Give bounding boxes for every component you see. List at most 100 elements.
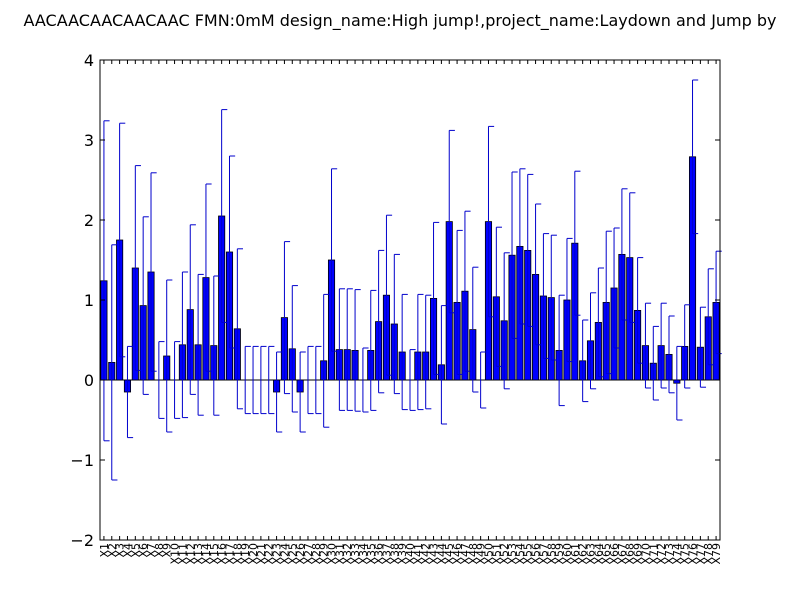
error-bar: [268, 345, 275, 415]
error-bar: [660, 302, 667, 389]
y-tick-label: 1: [84, 291, 94, 310]
error-bar: [189, 224, 196, 395]
x-tick-label: X12: [184, 543, 197, 565]
x-tick-label: X3: [114, 543, 127, 558]
error-bar: [644, 302, 652, 389]
error-bar: [244, 345, 251, 415]
error-bar: [315, 345, 322, 415]
error-bar: [464, 210, 471, 372]
x-tick-label: X5: [129, 543, 142, 558]
error-bar: [228, 155, 236, 349]
x-tick-label: X53: [506, 543, 519, 565]
error-bar: [291, 285, 298, 413]
x-tick-label: X11: [176, 543, 189, 565]
x-tick-label: X39: [396, 543, 409, 565]
chart-title: AACAACAACAACAAC FMN:0mM design_name:High…: [23, 11, 776, 31]
y-axis: −2 −1 0 1 2 3 4: [70, 51, 720, 550]
x-tick-label: X45: [443, 543, 456, 565]
x-tick-label: X17: [223, 543, 236, 565]
error-bar: [456, 229, 463, 375]
error-bar: [181, 271, 189, 419]
x-tick-label: X2: [106, 543, 119, 558]
x-tick-label: X64: [592, 543, 605, 565]
error-bar: [338, 288, 346, 411]
error-bar: [111, 244, 118, 481]
x-tick-label: X4: [121, 543, 134, 558]
error-bar: [307, 345, 314, 415]
error-bar: [629, 192, 636, 323]
x-tick-label: X41: [412, 543, 425, 565]
x-tick-label: X36: [373, 543, 386, 565]
x-tick-label: X78: [702, 543, 715, 565]
error-bar: [440, 305, 448, 425]
error-bar: [582, 319, 589, 403]
error-bar: [323, 293, 330, 428]
error-bar: [393, 253, 400, 395]
x-tick-label: X75: [679, 543, 692, 565]
x-tick-label: X1: [98, 543, 111, 558]
error-bar: [519, 168, 526, 325]
x-tick-label: X55: [522, 543, 535, 565]
error-bar: [503, 252, 510, 390]
error-bar: [527, 173, 534, 327]
error-bar: [448, 129, 455, 314]
error-bar: [174, 341, 181, 419]
error-bar: [433, 221, 440, 375]
x-tick-label: X47: [459, 543, 472, 565]
x-tick-label: X68: [624, 543, 637, 565]
error-bar: [150, 172, 157, 372]
x-tick-label: X76: [687, 543, 700, 565]
x-tick-label: X30: [326, 543, 339, 565]
x-tick-label: X16: [216, 543, 229, 565]
y-tick-label: −1: [70, 451, 94, 470]
error-bar: [480, 351, 487, 409]
x-tick-label: X26: [294, 543, 307, 565]
x-tick-label: X72: [655, 543, 668, 565]
x-tick-label: X69: [632, 543, 645, 565]
x-tick-label: X37: [380, 543, 393, 565]
error-bar: [221, 109, 228, 323]
x-tick-label: X56: [530, 543, 543, 565]
x-tick-label: X70: [639, 543, 652, 565]
x-tick-label: X79: [710, 543, 723, 565]
x-tick-label: X25: [286, 543, 299, 565]
error-bar: [213, 275, 220, 416]
x-tick-label: X59: [553, 543, 566, 565]
error-bar: [401, 293, 408, 411]
error-bar: [378, 249, 385, 394]
x-tick-label: X31: [333, 543, 346, 565]
error-bar: [487, 125, 495, 318]
x-tick-label: X28: [310, 543, 323, 565]
x-tick-label: X6: [137, 543, 150, 558]
x-tick-label: X48: [467, 543, 480, 565]
error-bar: [550, 234, 557, 361]
x-tick-label: X74: [671, 543, 684, 565]
x-tick-label: X19: [239, 543, 252, 565]
error-bar: [707, 268, 714, 366]
error-bar: [542, 233, 550, 359]
error-bar: [574, 170, 581, 316]
x-tick-label: X24: [278, 543, 291, 565]
error-bar: [346, 288, 353, 411]
x-tick-label: X14: [200, 543, 213, 565]
error-bar: [354, 289, 361, 412]
x-tick-label: X50: [482, 543, 495, 565]
error-bar: [260, 345, 267, 415]
x-tick-label: X32: [341, 543, 354, 565]
error-bar: [684, 304, 691, 389]
x-tick-label: X61: [569, 543, 582, 565]
y-tick-label: 3: [84, 131, 94, 150]
x-tick-label: X43: [428, 543, 441, 565]
error-bar: [276, 351, 283, 433]
error-bar: [597, 267, 605, 378]
error-bar: [676, 345, 683, 421]
error-bar: [511, 171, 518, 339]
error-bar: [621, 188, 628, 321]
x-tick-label: X40: [404, 543, 417, 565]
x-tick-label: X52: [498, 543, 511, 565]
x-tick-label: X7: [145, 543, 158, 558]
x-tick-label: X57: [537, 543, 550, 565]
error-bar: [699, 306, 707, 388]
plot-frame: [99, 59, 721, 541]
